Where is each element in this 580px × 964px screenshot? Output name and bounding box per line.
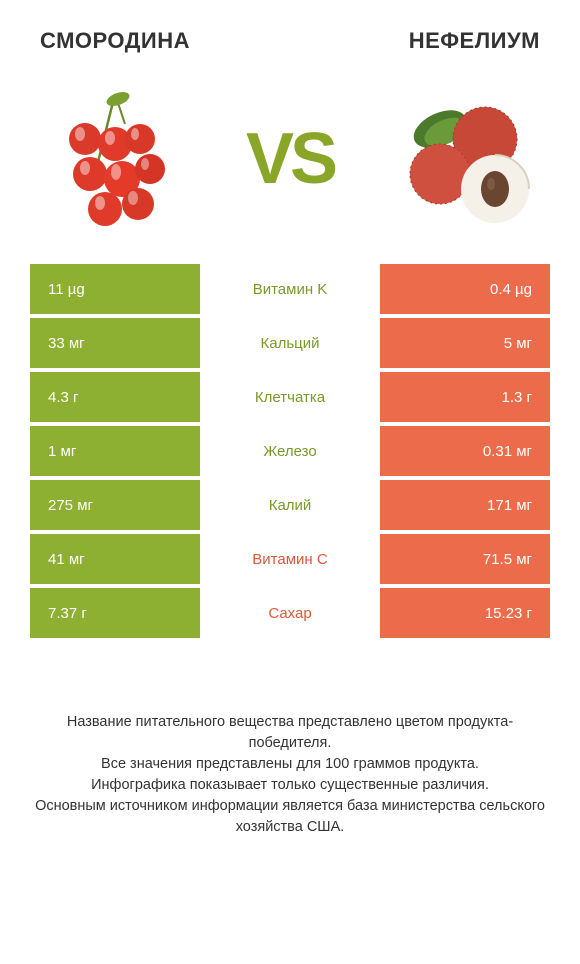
left-product-title: СМОРОДИНА xyxy=(40,28,190,54)
left-value-cell: 41 мг xyxy=(30,534,200,584)
table-row: 33 мгКальций5 мг xyxy=(30,318,550,368)
right-value-cell: 0.31 мг xyxy=(380,426,550,476)
right-value-cell: 0.4 µg xyxy=(380,264,550,314)
nutrient-label: Витамин K xyxy=(200,264,380,314)
footer-line: Основным источником информации является … xyxy=(30,796,550,838)
comparison-table: 11 µgВитамин K0.4 µg33 мгКальций5 мг4.3 … xyxy=(0,264,580,638)
right-value-cell: 15.23 г xyxy=(380,588,550,638)
vs-label: VS xyxy=(246,118,334,200)
nutrient-label: Калий xyxy=(200,480,380,530)
right-product-title: НЕФЕЛИУМ xyxy=(409,28,540,54)
table-row: 1 мгЖелезо0.31 мг xyxy=(30,426,550,476)
right-value-cell: 5 мг xyxy=(380,318,550,368)
left-value-cell: 33 мг xyxy=(30,318,200,368)
nutrient-label: Кальций xyxy=(200,318,380,368)
footer-notes: Название питательного вещества представл… xyxy=(0,642,580,838)
left-value-cell: 11 µg xyxy=(30,264,200,314)
nutrient-label: Сахар xyxy=(200,588,380,638)
left-value-cell: 275 мг xyxy=(30,480,200,530)
table-row: 4.3 гКлетчатка1.3 г xyxy=(30,372,550,422)
right-value-cell: 171 мг xyxy=(380,480,550,530)
nutrient-label: Железо xyxy=(200,426,380,476)
header: СМОРОДИНА НЕФЕЛИУМ xyxy=(0,0,580,64)
left-value-cell: 1 мг xyxy=(30,426,200,476)
nutrient-label: Клетчатка xyxy=(200,372,380,422)
hero-section: VS xyxy=(0,64,580,264)
right-product-image xyxy=(390,84,540,234)
table-row: 41 мгВитамин C71.5 мг xyxy=(30,534,550,584)
table-row: 11 µgВитамин K0.4 µg xyxy=(30,264,550,314)
footer-line: Название питательного вещества представл… xyxy=(30,712,550,754)
left-value-cell: 4.3 г xyxy=(30,372,200,422)
right-value-cell: 1.3 г xyxy=(380,372,550,422)
left-value-cell: 7.37 г xyxy=(30,588,200,638)
footer-line: Инфографика показывает только существенн… xyxy=(30,775,550,796)
left-product-image xyxy=(40,84,190,234)
footer-line: Все значения представлены для 100 граммо… xyxy=(30,754,550,775)
table-row: 275 мгКалий171 мг xyxy=(30,480,550,530)
right-value-cell: 71.5 мг xyxy=(380,534,550,584)
table-row: 7.37 гСахар15.23 г xyxy=(30,588,550,638)
nutrient-label: Витамин C xyxy=(200,534,380,584)
